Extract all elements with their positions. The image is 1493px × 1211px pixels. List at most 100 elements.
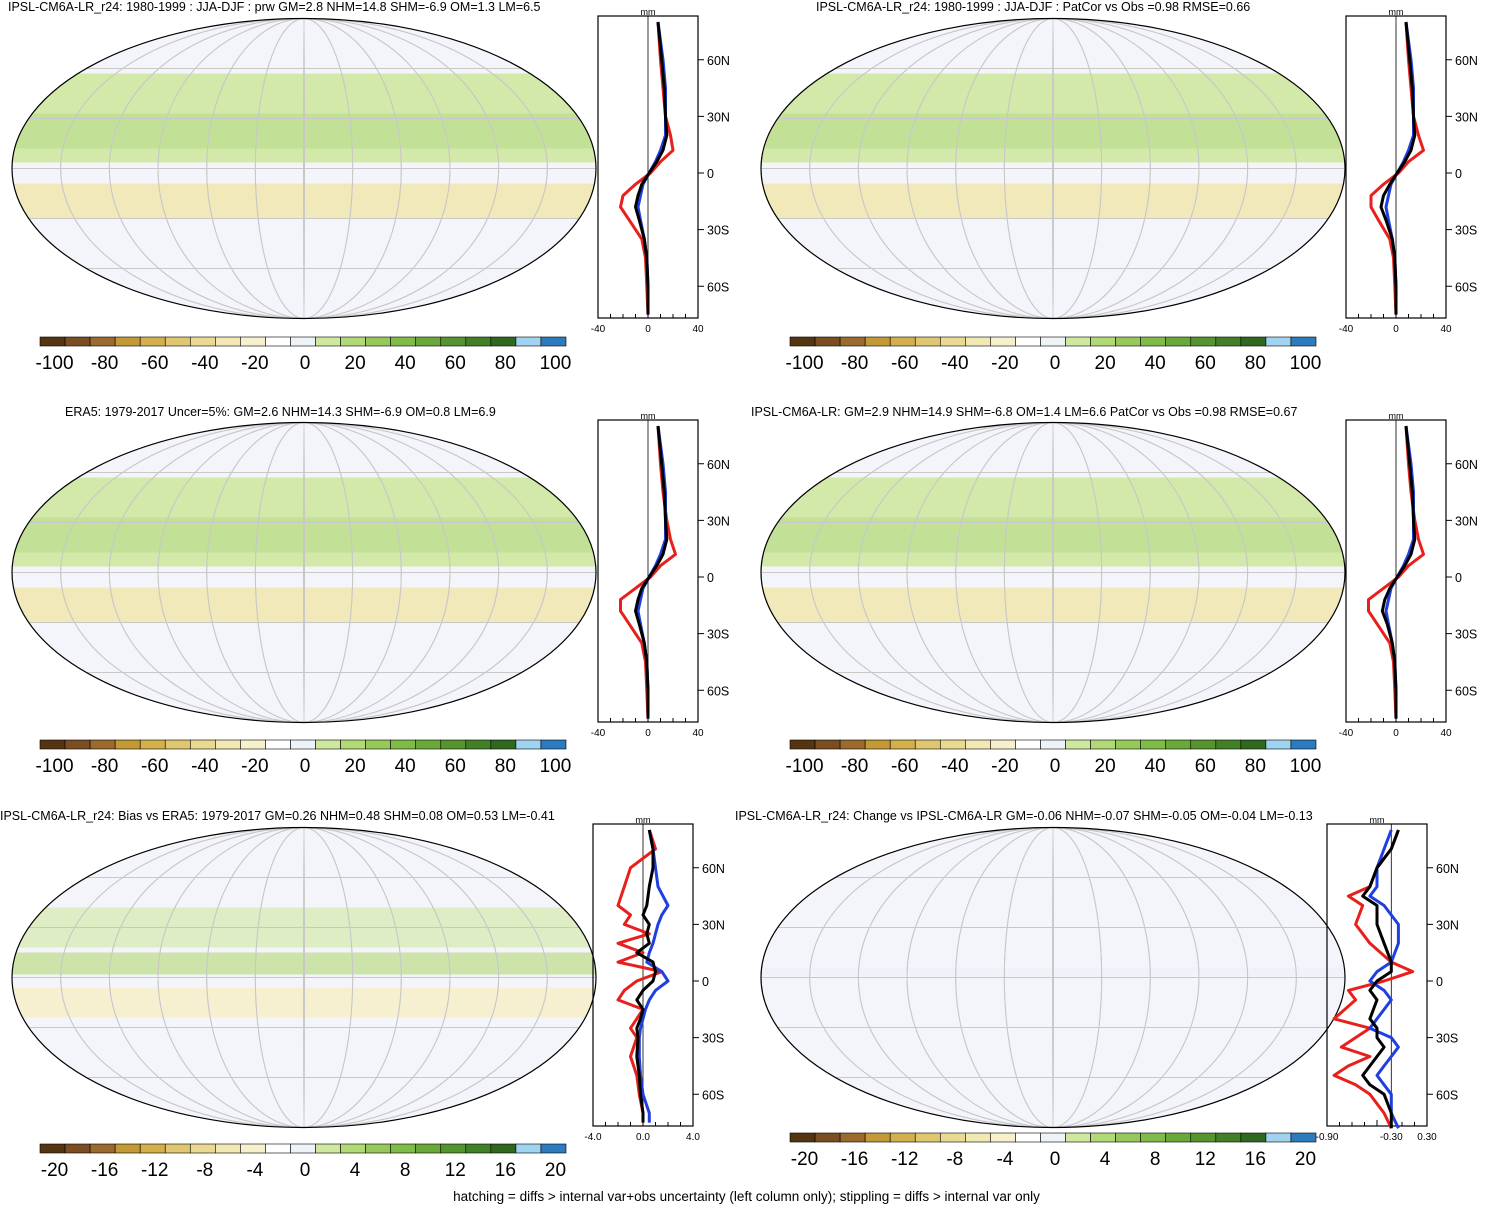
- colorbar-swatch: [240, 739, 266, 750]
- colorbar-swatch: [290, 336, 316, 347]
- profile-lat-label: 0: [707, 167, 714, 181]
- profile-x-label: 0: [1393, 324, 1399, 335]
- colorbar-tick-label: -80: [91, 756, 118, 777]
- colorbar-swatch: [1090, 1132, 1116, 1143]
- colorbar-swatch: [515, 739, 542, 750]
- panel-1-title: IPSL-CM6A-LR_r24: 1980-1999 : JJA-DJF : …: [8, 0, 541, 14]
- colorbar-swatch: [1240, 336, 1267, 347]
- colorbar-swatch: [365, 336, 391, 347]
- colorbar-swatch: [1015, 739, 1041, 750]
- colorbar-tick-label: 12: [445, 1160, 466, 1181]
- map-meridian: [303, 827, 305, 1128]
- profile-lat-label: 0: [1455, 167, 1462, 181]
- colorbar-tick-label: -20: [241, 756, 268, 777]
- profile-lat-label: 60S: [1436, 1088, 1458, 1102]
- profile-x-label: 4.0: [686, 1132, 700, 1143]
- map-border: [760, 17, 1346, 320]
- profile-lat-label: 30N: [707, 110, 730, 124]
- colorbar-swatch: [440, 1143, 467, 1154]
- colorbar-tick-label: 12: [1195, 1149, 1216, 1170]
- map-border: [760, 826, 1346, 1129]
- colorbar-swatch: [490, 1143, 517, 1154]
- profile-x-label: 0.30: [1417, 1132, 1437, 1143]
- colorbar-tick-label: 80: [495, 756, 516, 777]
- panel-3-map: [11, 421, 597, 724]
- map-meridian: [1052, 422, 1054, 723]
- panel-2-zonal-profile: mm 60N 30N 0 30S 60S -40 0 40: [1339, 7, 1478, 335]
- colorbar-tick-label: 4: [1100, 1149, 1111, 1170]
- colorbar-swatch: [1140, 739, 1167, 750]
- colorbar-tick-label: -100: [786, 353, 824, 374]
- colorbar-swatch: [440, 739, 467, 750]
- colorbar-swatch: [1140, 1132, 1167, 1143]
- colorbar-swatch: [415, 336, 442, 347]
- colorbar-swatch: [390, 739, 417, 750]
- colorbar-swatch: [1040, 739, 1066, 750]
- colorbar-swatch: [365, 739, 391, 750]
- profile-series-red: [1369, 21, 1425, 315]
- footer-note: hatching = diffs > internal var+obs unce…: [453, 1189, 1040, 1204]
- colorbar-swatch: [515, 1143, 542, 1154]
- colorbar-tick-label: 100: [1290, 353, 1322, 374]
- colorbar-tick-label: -40: [941, 353, 968, 374]
- colorbar-swatch: [1190, 1132, 1217, 1143]
- panel-5-title: IPSL-CM6A-LR_r24: Bias vs ERA5: 1979-201…: [0, 809, 555, 823]
- colorbar-swatch: [1090, 739, 1116, 750]
- colorbar-tick-label: 8: [400, 1160, 411, 1181]
- colorbar-swatch: [290, 739, 316, 750]
- colorbar-swatch: [340, 739, 366, 750]
- profile-x-label: -40: [1339, 728, 1354, 739]
- colorbar-tick-label: -12: [141, 1160, 168, 1181]
- colorbar-swatch: [939, 739, 966, 750]
- colorbar-tick-label: 20: [345, 353, 366, 374]
- map-meridian: [906, 18, 1200, 319]
- colorbar-swatch: [64, 336, 91, 347]
- panel-6-colorbar: -20 -16 -12 -8 -4 0 4 8 12 16 20: [789, 1132, 1317, 1170]
- panel-1-map: [11, 17, 597, 320]
- map-meridian: [206, 827, 402, 1128]
- colorbar-swatch: [814, 1132, 841, 1143]
- colorbar-swatch: [290, 1143, 316, 1154]
- colorbar-swatch: [39, 1143, 66, 1154]
- profile-lat-label: 30N: [1436, 918, 1459, 932]
- profile-lat-label: 0: [702, 975, 709, 989]
- colorbar-tick-label: -100: [36, 756, 74, 777]
- colorbar-tick-label: -20: [41, 1160, 68, 1181]
- colorbar-tick-label: 60: [445, 353, 466, 374]
- map-meridian: [1003, 827, 1103, 1128]
- colorbar-tick-label: -60: [141, 353, 168, 374]
- colorbar-tick-label: 0: [300, 756, 311, 777]
- colorbar-swatch: [465, 336, 492, 347]
- profile-x-label: 0.0: [636, 1132, 650, 1143]
- colorbar-swatch: [1015, 1132, 1041, 1143]
- colorbar-swatch: [315, 336, 341, 347]
- colorbar-swatch: [1065, 1132, 1091, 1143]
- panel-5-colorbar: -20 -16 -12 -8 -4 0 4 8 12 16 20: [39, 1143, 567, 1181]
- colorbar-tick-label: 40: [1145, 353, 1166, 374]
- colorbar-swatch: [1265, 1132, 1292, 1143]
- colorbar-swatch: [889, 1132, 916, 1143]
- panel-2-map: [760, 17, 1346, 320]
- profile-lat-label: 60N: [1455, 54, 1478, 68]
- colorbar-tick-label: 8: [1150, 1149, 1161, 1170]
- profile-x-label: -0.30: [1380, 1132, 1403, 1143]
- profile-lat-label: 60S: [1455, 280, 1477, 294]
- colorbar-swatch: [914, 336, 941, 347]
- colorbar-swatch: [864, 1132, 891, 1143]
- colorbar-swatch: [89, 336, 116, 347]
- colorbar-tick-label: -20: [791, 1149, 818, 1170]
- map-meridian: [254, 827, 354, 1128]
- colorbar-tick-label: -8: [196, 1160, 213, 1181]
- colorbar-swatch: [365, 1143, 391, 1154]
- colorbar-swatch: [265, 336, 291, 347]
- colorbar-tick-label: -4: [246, 1160, 263, 1181]
- profile-series-black: [635, 829, 657, 1123]
- map-meridian: [1003, 18, 1103, 319]
- map-meridian: [254, 422, 354, 723]
- map-meridian: [906, 827, 1200, 1128]
- colorbar-swatch: [465, 1143, 492, 1154]
- map-meridian: [1052, 18, 1054, 319]
- colorbar-swatch: [814, 739, 841, 750]
- profile-lat-label: 0: [1455, 571, 1462, 585]
- colorbar-swatch: [1090, 336, 1116, 347]
